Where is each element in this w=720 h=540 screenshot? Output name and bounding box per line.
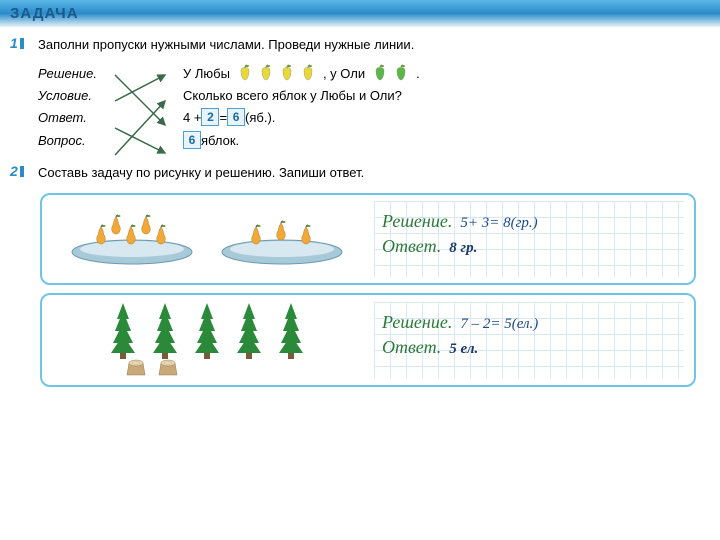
label-vopros: Вопрос.: [38, 133, 113, 148]
row-otvet: Ответ. 4 + 2 = 6 (яб.).: [38, 108, 706, 126]
otvet-box1: 2: [201, 108, 219, 126]
tree-icon: [271, 301, 311, 361]
pears-equation: 5+ 3= 8(гр.): [460, 215, 537, 232]
task-2: 2 Составь задачу по рисунку и решению. З…: [14, 163, 706, 183]
row-vopros: Вопрос. 6 яблок.: [38, 131, 706, 149]
pears-picture: [52, 212, 362, 267]
content: 1 Заполни пропуски нужными числами. Пров…: [0, 27, 720, 403]
row-uslovie: Условие. Сколько всего яблок у Любы и Ол…: [38, 88, 706, 103]
task2-number: 2: [10, 163, 18, 179]
text-u-oli: , у Оли: [323, 66, 365, 81]
task-1: 1 Заполни пропуски нужными числами. Пров…: [14, 35, 706, 149]
trees-picture: [52, 301, 362, 379]
label-uslovie: Условие.: [38, 88, 113, 103]
stump-icon: [123, 353, 149, 379]
pears-work: Решение. 5+ 3= 8(гр.) Ответ. 8 гр.: [374, 201, 684, 277]
plate-icon: [212, 212, 352, 267]
apple-icon: [298, 63, 318, 83]
row-reshenie: Решение. У Любы , у Оли .: [38, 63, 706, 83]
apple-icon: [370, 63, 390, 83]
trees-otvet-label: Ответ.: [382, 337, 441, 358]
otvet-mid: =: [219, 110, 227, 125]
trees-answer: 5 ел.: [449, 341, 478, 358]
otvet-box2: 6: [227, 108, 245, 126]
label-otvet: Ответ.: [38, 110, 113, 125]
tree-icon: [229, 301, 269, 361]
apple-icon: [391, 63, 411, 83]
task1-marker: [20, 38, 24, 49]
plate-icon: [62, 212, 202, 267]
tree-icon: [103, 301, 143, 361]
pears-answer: 8 гр.: [449, 240, 477, 257]
trees-work: Решение. 7 – 2= 5(ел.) Ответ. 5 ел.: [374, 302, 684, 378]
uslovie-text: Сколько всего яблок у Любы и Оли?: [183, 88, 402, 103]
page-header: ЗАДАЧА: [0, 0, 720, 27]
text-u-lyuby: У Любы: [183, 66, 230, 81]
otvet-post: (яб.).: [245, 110, 275, 125]
green-apples-group: [370, 63, 411, 83]
label-reshenie: Решение.: [38, 66, 113, 81]
panel-pears: Решение. 5+ 3= 8(гр.) Ответ. 8 гр.: [40, 193, 696, 285]
pears-otvet-label: Ответ.: [382, 236, 441, 257]
task1-number: 1: [10, 35, 18, 51]
panel-trees: Решение. 7 – 2= 5(ел.) Ответ. 5 ел.: [40, 293, 696, 387]
task2-text: Составь задачу по рисунку и решению. Зап…: [38, 163, 706, 183]
apple-icon: [277, 63, 297, 83]
stump-icon: [155, 353, 181, 379]
apple-icon: [235, 63, 255, 83]
task1-text: Заполни пропуски нужными числами. Провед…: [38, 35, 706, 55]
vopros-post: яблок.: [201, 133, 239, 148]
vopros-box: 6: [183, 131, 201, 149]
trees-reshenie-label: Решение.: [382, 312, 452, 333]
tree-icon: [187, 301, 227, 361]
yellow-apples-group: [235, 63, 318, 83]
pears-reshenie-label: Решение.: [382, 211, 452, 232]
trees-equation: 7 – 2= 5(ел.): [460, 316, 538, 333]
tree-icon: [145, 301, 185, 361]
apple-icon: [256, 63, 276, 83]
otvet-pre: 4 +: [183, 110, 201, 125]
task2-marker: [20, 166, 24, 177]
text-dot: .: [416, 66, 420, 81]
